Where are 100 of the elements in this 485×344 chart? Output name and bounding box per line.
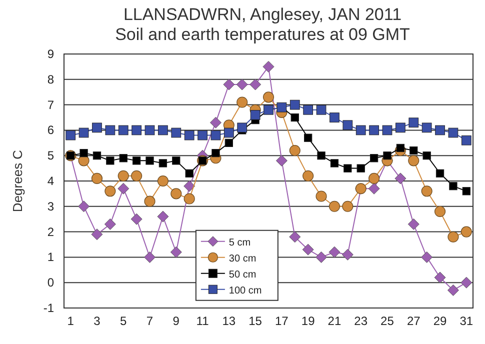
point [289, 144, 300, 156]
y-tick-label: 3 [47, 199, 54, 214]
point [66, 130, 76, 140]
point [316, 104, 326, 115]
point [368, 182, 380, 194]
y-tick-label: 9 [47, 47, 54, 61]
y-tick-label: 1 [47, 250, 54, 264]
y-tick-label: 4 [47, 174, 54, 188]
point [236, 78, 248, 90]
point [91, 228, 103, 240]
x-tick-label: 27 [406, 314, 421, 328]
point [449, 182, 458, 190]
point [435, 125, 445, 136]
x-tick-label: 29 [433, 314, 448, 328]
point [78, 200, 90, 212]
y-tick-label: 6 [47, 123, 54, 138]
point [448, 231, 459, 242]
point [408, 218, 420, 230]
point [290, 100, 300, 110]
point [460, 276, 472, 288]
point [144, 251, 156, 263]
point [460, 226, 472, 238]
point [262, 92, 274, 103]
legend-label: 5 cm [228, 237, 251, 248]
point [118, 182, 130, 194]
point [146, 156, 154, 165]
point [303, 104, 314, 115]
point [370, 154, 378, 162]
point [369, 125, 379, 136]
point [302, 170, 314, 182]
point [408, 155, 420, 166]
x-tick-label: 15 [248, 314, 262, 328]
point [224, 138, 233, 147]
legend-label: 50 cm [228, 269, 256, 280]
point [92, 122, 102, 133]
chart-title: LLANSADWRN, Anglesey, JAN 2011 [123, 5, 402, 24]
point [410, 146, 418, 155]
point [104, 186, 116, 197]
y-tick-label: 5 [47, 148, 54, 163]
point [118, 170, 129, 182]
point [144, 125, 155, 136]
x-tick-label: 9 [172, 314, 180, 328]
point [144, 196, 156, 207]
point [434, 272, 446, 284]
x-tick-label: 13 [222, 314, 236, 328]
point [119, 154, 128, 162]
legend-label: 30 cm [228, 253, 256, 264]
point [184, 193, 195, 204]
point [236, 96, 248, 108]
x-tick-label: 19 [301, 314, 316, 328]
point [356, 164, 365, 172]
point [132, 125, 142, 136]
y-axis-title: Degrees C [10, 150, 25, 212]
y-tick-label: 8 [47, 72, 54, 86]
x-tick-label: 7 [146, 314, 154, 328]
point [421, 251, 433, 263]
point [396, 122, 406, 133]
point [172, 156, 180, 165]
point [394, 172, 406, 184]
point [382, 125, 392, 136]
y-tick-label: -1 [43, 301, 54, 315]
point [368, 172, 380, 184]
x-tick-label: 25 [380, 314, 394, 328]
point [276, 154, 288, 166]
point [210, 130, 221, 140]
point [461, 135, 472, 146]
point [250, 110, 260, 120]
point [78, 128, 89, 138]
point [105, 125, 116, 136]
point [170, 246, 182, 258]
point [92, 152, 102, 160]
point [131, 170, 142, 182]
point [224, 128, 234, 138]
point [262, 60, 274, 72]
x-tick-label: 5 [120, 314, 128, 328]
point [171, 128, 182, 138]
point [356, 125, 366, 136]
point [158, 159, 168, 168]
point [184, 130, 194, 140]
point [342, 120, 353, 130]
point [118, 125, 128, 136]
point [184, 180, 196, 192]
point [344, 164, 352, 172]
point [462, 187, 470, 196]
point [316, 251, 328, 263]
point [78, 155, 90, 166]
y-tick-label: 2 [47, 224, 54, 239]
point [436, 169, 444, 178]
point [237, 122, 248, 133]
point [434, 206, 446, 218]
x-tick-label: 3 [94, 314, 101, 328]
point [80, 148, 88, 158]
x-tick-label: 31 [460, 314, 474, 328]
point [212, 148, 220, 158]
point [328, 246, 340, 258]
point [185, 169, 194, 178]
point [104, 218, 116, 230]
point [317, 152, 326, 160]
point [132, 156, 141, 165]
point [157, 210, 169, 222]
